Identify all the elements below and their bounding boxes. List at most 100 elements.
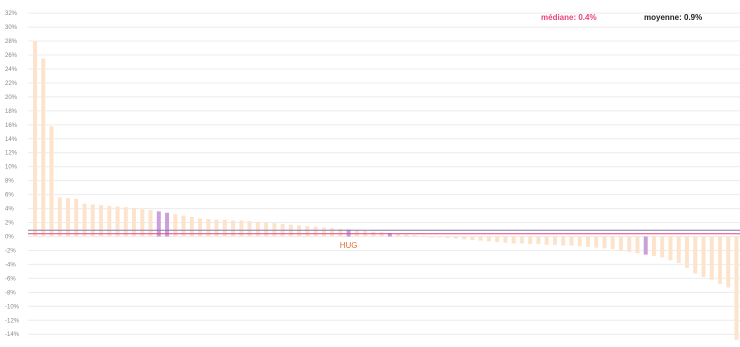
y-tick-label: 8% bbox=[5, 179, 14, 185]
bar bbox=[668, 236, 673, 261]
y-tick-label: 10% bbox=[5, 165, 18, 171]
y-axis-ticks: 32% 30% 28% 26% 24% 22% 20% 18% 16% 14% 12% 10% 8% 6%… bbox=[5, 11, 20, 338]
bar bbox=[709, 236, 714, 280]
bar bbox=[445, 236, 450, 238]
bar bbox=[528, 236, 533, 245]
bar bbox=[503, 236, 508, 243]
bar bbox=[478, 236, 483, 241]
bar bbox=[66, 198, 71, 237]
bar bbox=[107, 205, 112, 237]
y-tick-label: 32% bbox=[5, 11, 18, 17]
y-tick-label: 2% bbox=[5, 221, 14, 227]
y-tick-label: 30% bbox=[5, 25, 18, 31]
bar bbox=[305, 226, 310, 237]
bar bbox=[222, 219, 227, 237]
bar bbox=[57, 197, 62, 237]
bar bbox=[148, 209, 153, 237]
bar bbox=[181, 215, 186, 237]
bar bbox=[635, 236, 640, 254]
bar bbox=[429, 236, 434, 238]
bar bbox=[495, 236, 500, 243]
bar bbox=[734, 236, 739, 340]
bar bbox=[231, 220, 236, 237]
y-tick-label: -8% bbox=[5, 290, 16, 296]
y-tick-label: -6% bbox=[5, 276, 16, 282]
bar bbox=[412, 235, 417, 237]
y-tick-label: 18% bbox=[5, 109, 18, 115]
median-label: médiane: 0.4% bbox=[541, 13, 597, 22]
y-tick-label: -4% bbox=[5, 262, 16, 268]
bar bbox=[90, 204, 95, 237]
bar bbox=[511, 236, 516, 244]
bar bbox=[420, 235, 425, 237]
y-tick-label: 0% bbox=[5, 235, 14, 241]
y-tick-label: 6% bbox=[5, 193, 14, 199]
y-tick-label: 20% bbox=[5, 95, 18, 101]
bar bbox=[453, 236, 458, 239]
bar bbox=[610, 236, 615, 250]
bar bbox=[379, 232, 384, 237]
bar bbox=[82, 203, 87, 237]
y-tick-label: -10% bbox=[5, 304, 20, 310]
bar bbox=[140, 209, 145, 237]
bar bbox=[313, 226, 318, 237]
bar bbox=[651, 236, 656, 257]
bar bbox=[321, 227, 326, 237]
bar-highlighted bbox=[346, 229, 351, 237]
bar bbox=[726, 236, 731, 288]
bar bbox=[330, 228, 335, 237]
bar bbox=[173, 214, 178, 237]
bar bbox=[660, 236, 665, 258]
bar bbox=[676, 236, 681, 264]
bar bbox=[198, 218, 203, 237]
bar bbox=[247, 221, 252, 237]
bar bbox=[552, 236, 557, 245]
bar bbox=[693, 236, 698, 274]
bar bbox=[115, 206, 120, 237]
y-tick-label: 4% bbox=[5, 207, 14, 213]
bar bbox=[239, 220, 244, 237]
bar bbox=[519, 236, 524, 244]
bar bbox=[189, 216, 194, 237]
highlight-label: HUG bbox=[340, 241, 358, 250]
y-tick-label: 16% bbox=[5, 123, 18, 129]
bars bbox=[33, 41, 739, 340]
bar bbox=[470, 236, 475, 240]
bar bbox=[74, 198, 79, 237]
bar bbox=[264, 222, 269, 237]
bar bbox=[701, 236, 706, 277]
mean-label: moyenne: 0.9% bbox=[644, 13, 702, 22]
bar bbox=[437, 236, 442, 238]
bar bbox=[602, 236, 607, 249]
bar bbox=[462, 236, 467, 240]
bar-highlighted bbox=[156, 211, 161, 237]
bar bbox=[214, 219, 219, 237]
bar bbox=[49, 126, 54, 237]
bar bbox=[486, 236, 491, 242]
bar bbox=[627, 236, 632, 252]
bar-highlighted bbox=[387, 233, 392, 237]
bar bbox=[206, 219, 211, 237]
bar-highlighted bbox=[643, 236, 648, 255]
bar bbox=[577, 236, 582, 247]
bar bbox=[99, 205, 104, 237]
y-tick-label: 12% bbox=[5, 151, 18, 157]
bar bbox=[297, 225, 302, 237]
y-tick-label: 14% bbox=[5, 137, 18, 143]
bar bbox=[33, 41, 37, 237]
bar bbox=[618, 236, 623, 251]
y-tick-label: 26% bbox=[5, 53, 18, 59]
y-tick-label: -12% bbox=[5, 318, 20, 324]
bar bbox=[41, 58, 46, 237]
grid bbox=[28, 12, 740, 335]
bar bbox=[585, 236, 590, 247]
y-tick-label: 22% bbox=[5, 81, 18, 87]
bar bbox=[123, 207, 128, 237]
bar bbox=[594, 236, 599, 248]
bar bbox=[544, 236, 549, 245]
bar bbox=[536, 236, 541, 245]
y-tick-label: 24% bbox=[5, 67, 18, 73]
bar bbox=[561, 236, 566, 246]
y-tick-label: -2% bbox=[5, 248, 16, 254]
